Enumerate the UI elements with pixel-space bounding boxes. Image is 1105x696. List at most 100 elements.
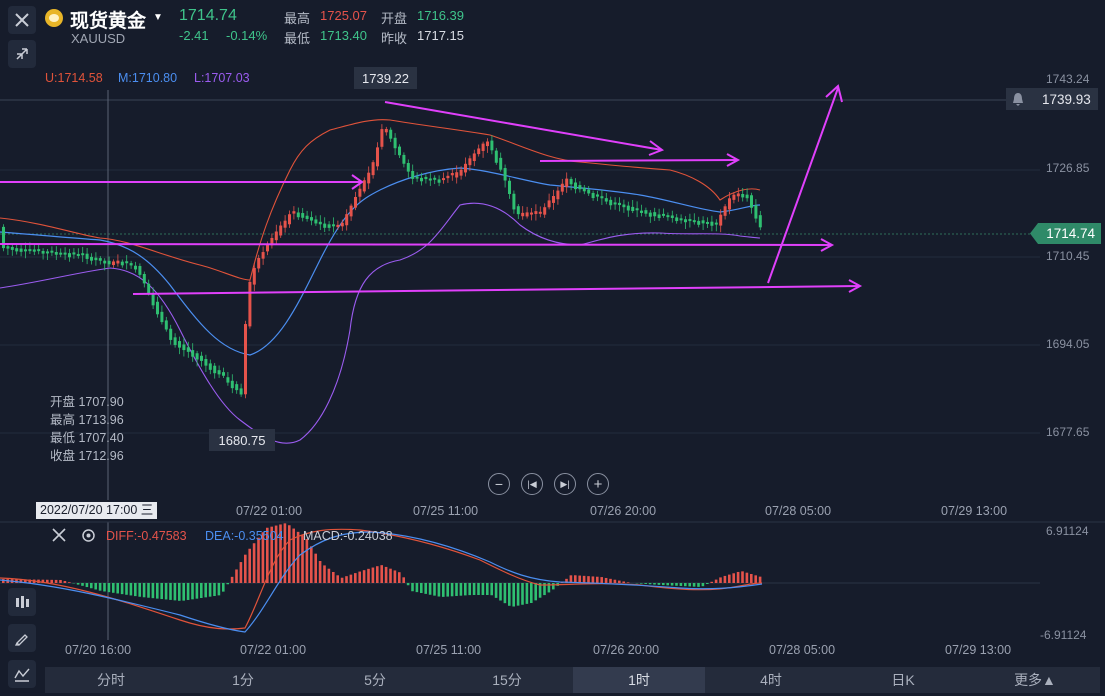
macd-bar [283, 523, 287, 583]
macd-bar [134, 583, 137, 597]
diff-line [0, 528, 763, 630]
price-alert-tag[interactable]: 1739.93 [1006, 88, 1098, 110]
open-label: 开盘 [381, 11, 408, 26]
ohlc-close: 收盘 1712.96 [50, 449, 124, 463]
candle [472, 153, 476, 162]
tab-1min[interactable]: 1分 [232, 672, 254, 688]
candle [406, 162, 410, 172]
chevron-down-icon[interactable]: ▼ [153, 12, 163, 23]
macd-bar [644, 583, 647, 584]
macd-bar [701, 583, 705, 587]
scroll-end-button[interactable]: ▶| [554, 473, 576, 495]
candle [81, 253, 85, 256]
macd-bar [442, 583, 445, 597]
macd-bar [437, 583, 441, 597]
high-value: 1725.07 [320, 8, 367, 23]
macd-bar [63, 580, 67, 583]
candle [217, 370, 221, 375]
macd-bar [301, 535, 304, 583]
macd-close-icon[interactable] [52, 528, 66, 547]
tab-timeline[interactable]: 分时 [97, 672, 125, 688]
candle [644, 210, 648, 214]
macd-bar [239, 562, 243, 583]
macd-bar [327, 568, 331, 583]
macd-bar [380, 565, 383, 583]
macd-bar [310, 546, 313, 583]
candle [442, 178, 445, 181]
macd-bar [758, 576, 762, 583]
tab-15min[interactable]: 15分 [492, 672, 522, 688]
candle [508, 180, 511, 195]
upper-band-line [0, 119, 761, 281]
macd-bar [622, 581, 625, 583]
candle [543, 207, 547, 215]
arrow-head-2 [648, 140, 665, 156]
candle [134, 265, 137, 270]
middle-band-legend: M:1710.80 [118, 71, 178, 85]
macd-bar [68, 582, 71, 583]
candle [521, 212, 525, 217]
macd-settings-icon[interactable] [81, 528, 96, 548]
macd-bar [406, 583, 410, 586]
macd-hist-value: MACD:-0.24038 [303, 529, 393, 543]
candle [332, 224, 335, 227]
price-tick: 1710.45 [1046, 249, 1090, 263]
macd-bar [688, 583, 691, 587]
candle [648, 212, 652, 217]
candle [591, 192, 595, 199]
candle [41, 250, 45, 254]
macd-bar [288, 525, 291, 583]
wave-icon [14, 668, 30, 682]
pen-button[interactable] [8, 624, 36, 652]
tab-5min[interactable]: 5分 [364, 672, 386, 688]
tab-4hour[interactable]: 4时 [760, 672, 782, 688]
macd-bar [662, 583, 665, 586]
tab-1hour[interactable]: 1时 [573, 667, 705, 693]
macd-bar [534, 583, 537, 601]
zoom-out-button[interactable]: − [488, 473, 510, 495]
upper-band-legend: U:1714.58 [45, 71, 103, 85]
candle [85, 253, 89, 259]
prev-close-value: 1717.15 [417, 28, 464, 43]
macd-bar [618, 580, 621, 583]
candle [354, 196, 357, 208]
tab-daily[interactable]: 日K [891, 672, 915, 688]
draw-tools-button[interactable] [8, 588, 36, 616]
macd-bar [745, 572, 749, 583]
close-button[interactable] [8, 6, 36, 34]
candle [173, 337, 177, 345]
candle [710, 221, 714, 226]
candle [261, 252, 265, 259]
price-tick: 1743.24 [1046, 72, 1090, 86]
macd-bar [274, 525, 278, 583]
candle [160, 311, 164, 323]
time-label: 07/29 13:00 [941, 504, 1008, 518]
macd-bar [116, 583, 119, 594]
macd-bar [464, 583, 467, 596]
candle [697, 220, 701, 225]
indicator-button[interactable] [8, 660, 36, 688]
zoom-in-button[interactable]: + [587, 473, 609, 495]
tab-more[interactable]: 更多▲ [1014, 672, 1056, 688]
macd-bar [569, 575, 573, 583]
candle [490, 140, 494, 151]
candle [692, 220, 696, 223]
macd-bar [450, 583, 454, 597]
candle [120, 261, 124, 266]
macd-bar [697, 583, 700, 587]
macd-bar [252, 543, 256, 583]
candle [46, 251, 49, 254]
scroll-start-button[interactable]: |◀ [521, 473, 543, 495]
instrument-title[interactable]: 现货黄金 [70, 11, 147, 32]
crosshair-time: 2022/07/20 17:00 三 [36, 502, 158, 519]
macd-bar [173, 583, 177, 601]
collapse-button[interactable] [8, 40, 36, 68]
macd-bar [59, 579, 62, 583]
candle [349, 205, 353, 217]
candle [279, 225, 283, 236]
lower-band-line [0, 202, 761, 444]
symbol-code: XAUUSD [71, 31, 126, 46]
ohlc-low: 最低 1707.40 [50, 431, 124, 445]
candle [266, 244, 269, 252]
